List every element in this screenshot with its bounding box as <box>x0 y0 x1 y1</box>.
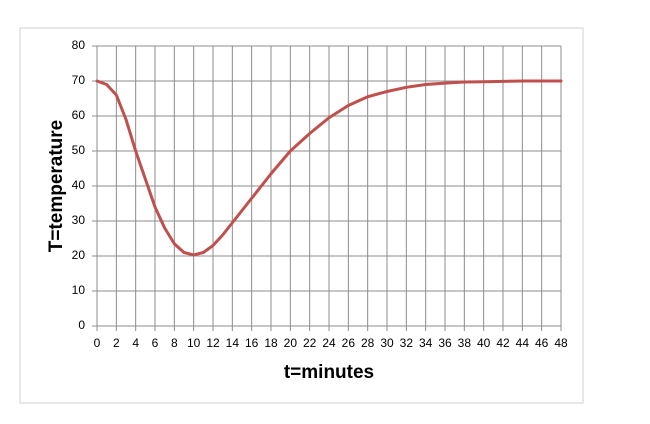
x-tick-label: 40 <box>477 336 491 350</box>
x-tick-label: 8 <box>171 336 178 350</box>
x-tick-label: 44 <box>516 336 530 350</box>
y-tick-label: 60 <box>72 108 86 122</box>
y-tick-label: 50 <box>72 143 86 157</box>
x-tick-label: 14 <box>226 336 240 350</box>
y-tick-label: 10 <box>72 283 86 297</box>
x-tick-label: 4 <box>132 336 139 350</box>
y-tick-label: 80 <box>72 38 86 52</box>
x-tick-label: 12 <box>206 336 220 350</box>
x-tick-label: 38 <box>458 336 472 350</box>
y-tick-label: 40 <box>72 178 86 192</box>
x-tick-label: 16 <box>245 336 259 350</box>
x-tick-label: 20 <box>284 336 298 350</box>
x-axis-title: t=minutes <box>284 362 374 383</box>
x-tick-label: 30 <box>380 336 394 350</box>
x-tick-label: 42 <box>496 336 510 350</box>
x-tick-label: 26 <box>342 336 356 350</box>
x-tick-label: 6 <box>152 336 159 350</box>
x-tick-label: 22 <box>303 336 317 350</box>
x-tick-label: 0 <box>94 336 101 350</box>
x-tick-label: 32 <box>400 336 414 350</box>
x-tick-label: 36 <box>438 336 452 350</box>
x-tick-label: 2 <box>113 336 120 350</box>
x-tick-label: 34 <box>419 336 433 350</box>
x-tick-label: 10 <box>187 336 201 350</box>
y-tick-label: 0 <box>78 318 85 332</box>
x-tick-label: 46 <box>535 336 549 350</box>
data-line <box>95 79 563 257</box>
y-tick-label: 20 <box>72 248 86 262</box>
x-tick-label: 28 <box>361 336 375 350</box>
y-axis-title: T=temperature <box>46 120 67 253</box>
x-tick-label: 24 <box>322 336 336 350</box>
x-tick-label: 48 <box>554 336 568 350</box>
x-tick-label: 18 <box>264 336 278 350</box>
y-tick-label: 70 <box>72 73 86 87</box>
y-tick-label: 30 <box>72 213 86 227</box>
